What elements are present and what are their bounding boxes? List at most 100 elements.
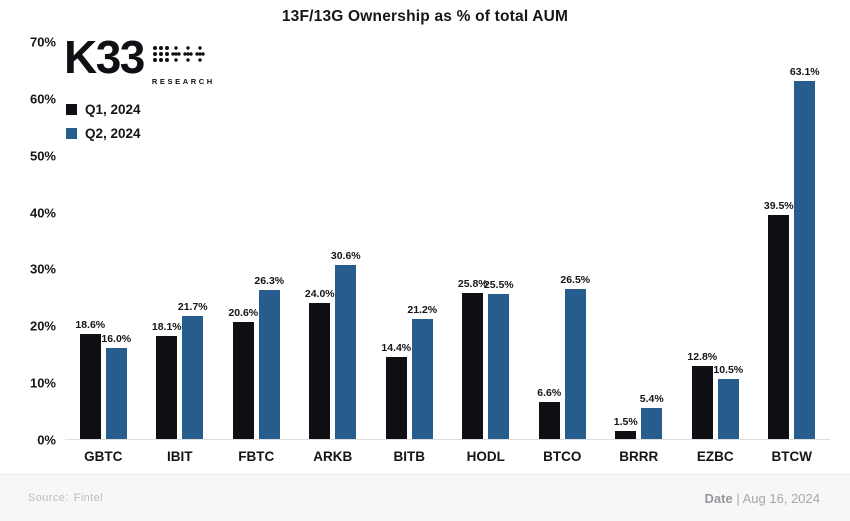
bar-value-label: 24.0% — [304, 287, 335, 300]
bar-col-q1-gbtc: 18.6% — [75, 42, 105, 439]
bar-group-brrr: 1.5% 5.4% BRRR — [601, 42, 678, 464]
source-label: Source: — [28, 492, 69, 504]
bar-col-q2-ezbc: 10.5% — [713, 42, 743, 439]
date-label: Date — [704, 490, 733, 506]
x-label-ibit: IBIT — [167, 449, 193, 464]
bar-q1-bitb — [385, 357, 407, 439]
k33-logo-text: K33 — [64, 31, 145, 83]
bar-col-q1-arkb: 24.0% — [305, 42, 335, 439]
bar-col-q2-ibit: 21.7% — [178, 42, 208, 439]
bar-col-q1-bitb: 14.4% — [381, 42, 411, 439]
bar-q2-bitb — [411, 318, 433, 439]
x-label-btco: BTCO — [543, 449, 582, 464]
bar-col-q1-btco: 6.6% — [537, 42, 562, 439]
chart-legend: Q1, 2024 Q2, 2024 — [66, 102, 141, 141]
y-tick: 30% — [29, 261, 56, 277]
bar-q1-ezbc — [691, 366, 713, 439]
legend-swatch-q1 — [66, 104, 77, 115]
bar-q2-fbtc — [258, 289, 280, 439]
bar-value-label: 1.5% — [613, 415, 638, 428]
source-value: Fintel — [73, 492, 104, 504]
x-label-btcw: BTCW — [771, 449, 813, 464]
bar-value-label: 63.1% — [789, 66, 820, 79]
legend-item-q2: Q2, 2024 — [66, 126, 141, 141]
bar-value-label: 26.3% — [254, 274, 285, 287]
bar-col-q1-fbtc: 20.6% — [228, 42, 258, 439]
bar-q1-hodl — [462, 292, 484, 439]
bar-group-ezbc: 12.8% 10.5% EZBC — [677, 42, 754, 464]
bar-value-label: 12.8% — [687, 351, 718, 364]
bar-value-label: 16.0% — [101, 333, 132, 346]
k33-research-logo: K33 RESEARCH — [64, 34, 215, 86]
bar-value-label: 10.5% — [713, 364, 744, 377]
k33-dots-icon — [152, 44, 215, 75]
x-label-arkb: ARKB — [313, 449, 353, 464]
bar-q2-ezbc — [717, 379, 739, 439]
bar-value-label: 14.4% — [381, 342, 412, 355]
bar-value-label: 18.1% — [151, 321, 182, 334]
bar-q1-brrr — [615, 430, 637, 439]
bar-q1-ibit — [156, 336, 178, 439]
bar-col-q2-hodl: 25.5% — [484, 42, 514, 439]
x-label-brrr: BRRR — [619, 449, 659, 464]
footer-bar: Source: Fintel Date | Aug 16, 2024 — [0, 474, 850, 521]
bar-q1-btco — [538, 401, 560, 439]
bar-q2-ibit — [182, 315, 204, 439]
bar-group-hodl: 25.8% 25.5% HODL — [448, 42, 525, 464]
bar-col-q1-ibit: 18.1% — [152, 42, 182, 439]
bar-group-btco: 6.6% 26.5% BTCO — [524, 42, 601, 464]
bar-group-btcw: 39.5% 63.1% BTCW — [754, 42, 831, 464]
bar-value-label: 20.6% — [228, 307, 259, 320]
bar-col-q1-ezbc: 12.8% — [687, 42, 717, 439]
y-tick: 50% — [29, 148, 56, 164]
source-text: Source: Fintel — [28, 492, 103, 504]
y-tick: 20% — [29, 318, 56, 334]
bar-group-bitb: 14.4% 21.2% BITB — [371, 42, 448, 464]
bar-q1-btcw — [768, 214, 790, 439]
bar-col-q1-hodl: 25.8% — [458, 42, 488, 439]
bar-col-q2-btco: 26.5% — [560, 42, 590, 439]
x-label-fbtc: FBTC — [238, 449, 275, 464]
bar-q1-gbtc — [79, 333, 101, 439]
bar-value-label: 26.5% — [560, 273, 591, 286]
y-axis: 0% 10% 20% 30% 40% 50% 60% 70% — [18, 35, 56, 448]
bar-q2-btcw — [794, 81, 816, 439]
bar-col-q2-arkb: 30.6% — [331, 42, 361, 439]
bar-value-label: 6.6% — [537, 386, 562, 399]
date-text: Date | Aug 16, 2024 — [705, 491, 820, 506]
bar-value-label: 39.5% — [763, 199, 794, 212]
date-value: Aug 16, 2024 — [742, 490, 820, 506]
bar-col-q2-bitb: 21.2% — [407, 42, 437, 439]
y-tick: 70% — [29, 34, 56, 50]
bar-q2-brrr — [641, 408, 663, 439]
date-separator: | — [736, 490, 740, 506]
bar-value-label: 18.6% — [75, 318, 106, 331]
bar-col-q2-fbtc: 26.3% — [254, 42, 284, 439]
y-tick: 40% — [29, 205, 56, 221]
bar-q2-btco — [564, 288, 586, 439]
x-label-ezbc: EZBC — [696, 449, 734, 464]
legend-label-q2: Q2, 2024 — [85, 126, 141, 141]
x-label-hodl: HODL — [466, 449, 505, 464]
bar-q1-fbtc — [232, 322, 254, 439]
bar-col-q2-btcw: 63.1% — [790, 42, 820, 439]
bar-col-q1-brrr: 1.5% — [613, 42, 638, 439]
x-label-bitb: BITB — [393, 449, 426, 464]
bar-value-label: 30.6% — [330, 250, 361, 263]
bar-value-label: 25.5% — [483, 279, 514, 292]
y-tick: 60% — [29, 91, 56, 107]
plot-area: 18.6% 16.0% GBTC 18.1% 21.7% IBIT 20.6% 26.3% FB… — [65, 42, 831, 464]
legend-swatch-q2 — [66, 128, 77, 139]
bar-group-ibit: 18.1% 21.7% IBIT — [142, 42, 219, 464]
bar-q2-gbtc — [105, 348, 127, 439]
y-tick: 0% — [37, 432, 56, 448]
bar-col-q2-gbtc: 16.0% — [101, 42, 131, 439]
bar-value-label: 25.8% — [457, 277, 488, 290]
bar-value-label: 21.7% — [177, 300, 208, 313]
x-label-gbtc: GBTC — [84, 449, 123, 464]
y-tick: 10% — [29, 375, 56, 391]
bar-q1-arkb — [309, 302, 331, 439]
bar-col-q2-brrr: 5.4% — [640, 42, 664, 439]
bar-value-label: 21.2% — [407, 303, 438, 316]
